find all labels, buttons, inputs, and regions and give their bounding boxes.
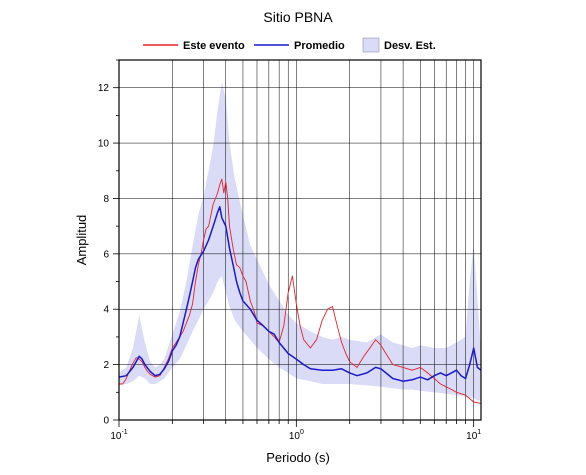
legend: Este evento Promedio Desv. Est. (143, 37, 436, 53)
y-tick-label: 10 (98, 139, 110, 150)
plot-frame (118, 59, 482, 421)
y-tick-label: 4 (103, 305, 109, 316)
std-band (119, 82, 481, 401)
series-layer (118, 178, 482, 404)
legend-swatch-desv-est (362, 37, 380, 53)
x-tick-label: 101 (466, 429, 481, 442)
chart-title: Sitio PBNA (263, 9, 333, 25)
legend-label-este-evento: Este evento (183, 40, 245, 52)
y-tick-label: 2 (103, 360, 109, 371)
legend-label-desv-est: Desv. Est. (384, 40, 436, 52)
x-tick-label: 100 (289, 429, 304, 442)
y-axis-title: Amplitud (74, 215, 89, 266)
x-axis-ticks: 10-1 100 101 (110, 420, 481, 442)
std-band-layer (119, 82, 481, 401)
y-tick-label: 6 (103, 249, 109, 260)
x-tick-label: 10-1 (110, 429, 127, 442)
series-line-este-evento (119, 178, 482, 404)
plot-area (118, 59, 482, 421)
legend-label-promedio: Promedio (294, 40, 345, 52)
y-tick-label: 0 (103, 416, 109, 427)
y-tick-label: 12 (98, 83, 110, 94)
x-axis-title: Periodo (s) (266, 450, 330, 465)
y-axis-ticks: 0 2 4 6 8 10 12 (98, 59, 119, 427)
y-tick-label: 8 (103, 194, 109, 205)
series-line-promedio (118, 206, 482, 382)
